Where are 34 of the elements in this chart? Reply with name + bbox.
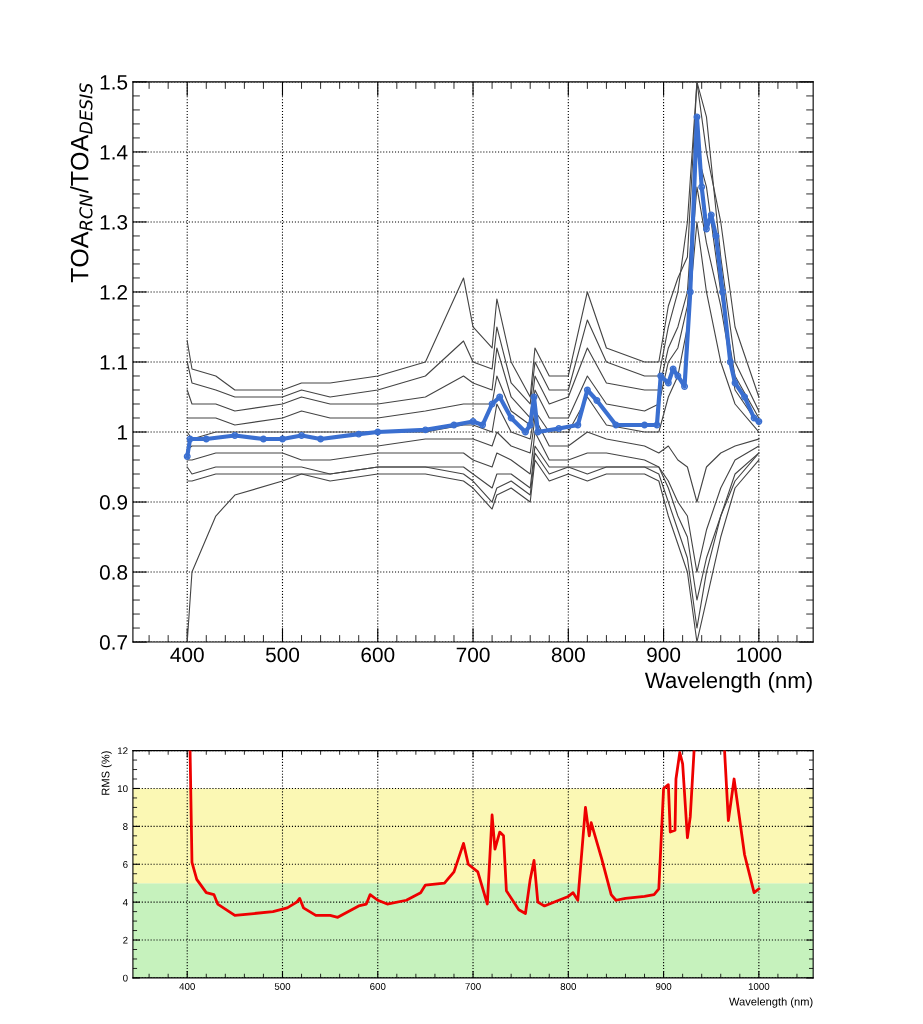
x-tick-label: 1000	[748, 983, 770, 990]
x-tick-label: 400	[170, 647, 204, 663]
x-tick-label: 800	[560, 983, 577, 990]
y-tick-label: 1	[118, 425, 128, 440]
y-tick-label: 12	[117, 747, 128, 755]
y-tick-label: 6	[123, 860, 128, 868]
y-tick-label: 1.1	[100, 355, 128, 370]
y-tick-label: 0.9	[99, 495, 128, 510]
x-tick-label: 600	[370, 983, 386, 990]
x-tick-label: 500	[274, 983, 291, 990]
y-axis-title: TOA$_{RCN}$/TOA$_{DESIS}$	[70, 83, 93, 283]
x-tick-label: 500	[265, 647, 300, 663]
y-tick-label: 0.7	[99, 635, 128, 650]
x-axis-title: Wavelength (nm)	[644, 671, 812, 693]
x-tick-label: 600	[361, 647, 395, 663]
x-tick-label: 800	[551, 647, 585, 663]
x-tick-label: 900	[655, 983, 672, 990]
x-axis-title: Wavelength (nm)	[729, 997, 813, 1008]
x-tick-label: 400	[179, 983, 195, 990]
x-tick-label: 1000	[737, 647, 782, 663]
y-tick-label: 0.8	[99, 565, 128, 580]
y-tick-label: 8	[123, 823, 128, 830]
y-tick-label: 1.3	[100, 214, 128, 230]
y-tick-label: 4	[122, 898, 128, 906]
y-tick-label: 0	[123, 974, 128, 982]
x-tick-label: 900	[647, 647, 681, 663]
y-tick-label: 10	[117, 785, 128, 793]
x-tick-label: 700	[465, 983, 481, 990]
y-tick-label: 1.5	[100, 75, 128, 90]
x-tick-label: 700	[456, 647, 490, 663]
y-tick-label: 2	[123, 936, 128, 944]
y-tick-label: 1.2	[100, 284, 128, 300]
y-tick-label: 1.4	[100, 145, 128, 160]
y-axis-title: RMS (%)	[101, 751, 112, 795]
